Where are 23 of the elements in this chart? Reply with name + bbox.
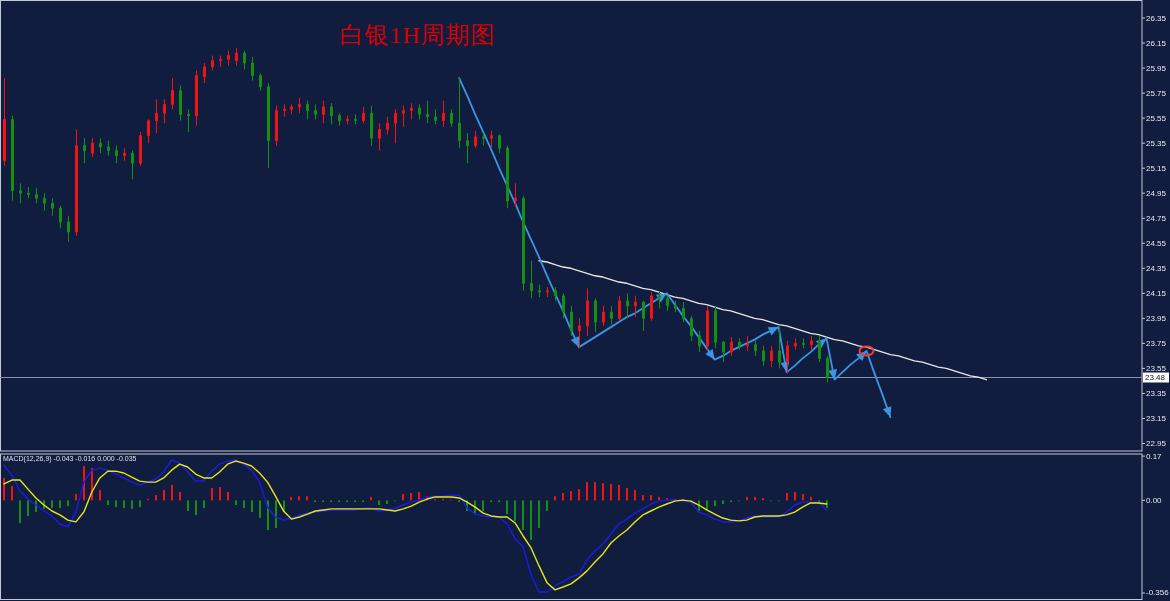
y-tick-label: 26.15 [1146, 38, 1167, 48]
y-tick-label: 25.15 [1146, 163, 1167, 173]
y-tick-label: 0.00 [1146, 495, 1163, 505]
y-tick-label: 25.35 [1146, 138, 1167, 148]
text: 白银1H周期图 [340, 22, 497, 48]
y-tick-label: 23.75 [1146, 338, 1167, 348]
y-tick-label: 23.95 [1146, 313, 1167, 323]
y-tick-label: 22.95 [1146, 438, 1167, 448]
y-tick-label: 25.95 [1146, 63, 1167, 73]
y-tick-label: 24.15 [1146, 288, 1167, 298]
y-tick-label: 25.55 [1146, 113, 1167, 123]
ref-line-label: 23.48 [1145, 373, 1166, 382]
y-tick-label: 24.55 [1146, 238, 1167, 248]
y-tick-label: 0.17 [1146, 451, 1163, 461]
y-tick-label: 25.75 [1146, 88, 1167, 98]
y-tick-label: 23.15 [1146, 413, 1167, 423]
y-tick-label: 23.35 [1146, 388, 1167, 398]
y-tick-label: 24.35 [1146, 263, 1167, 273]
y-tick-label: 26.35 [1146, 13, 1167, 23]
y-tick-label: 24.75 [1146, 213, 1167, 223]
y-tick-label: 23.55 [1146, 363, 1167, 373]
y-tick-label: 24.95 [1146, 188, 1167, 198]
y-tick-label: -0.356 [1146, 588, 1170, 598]
